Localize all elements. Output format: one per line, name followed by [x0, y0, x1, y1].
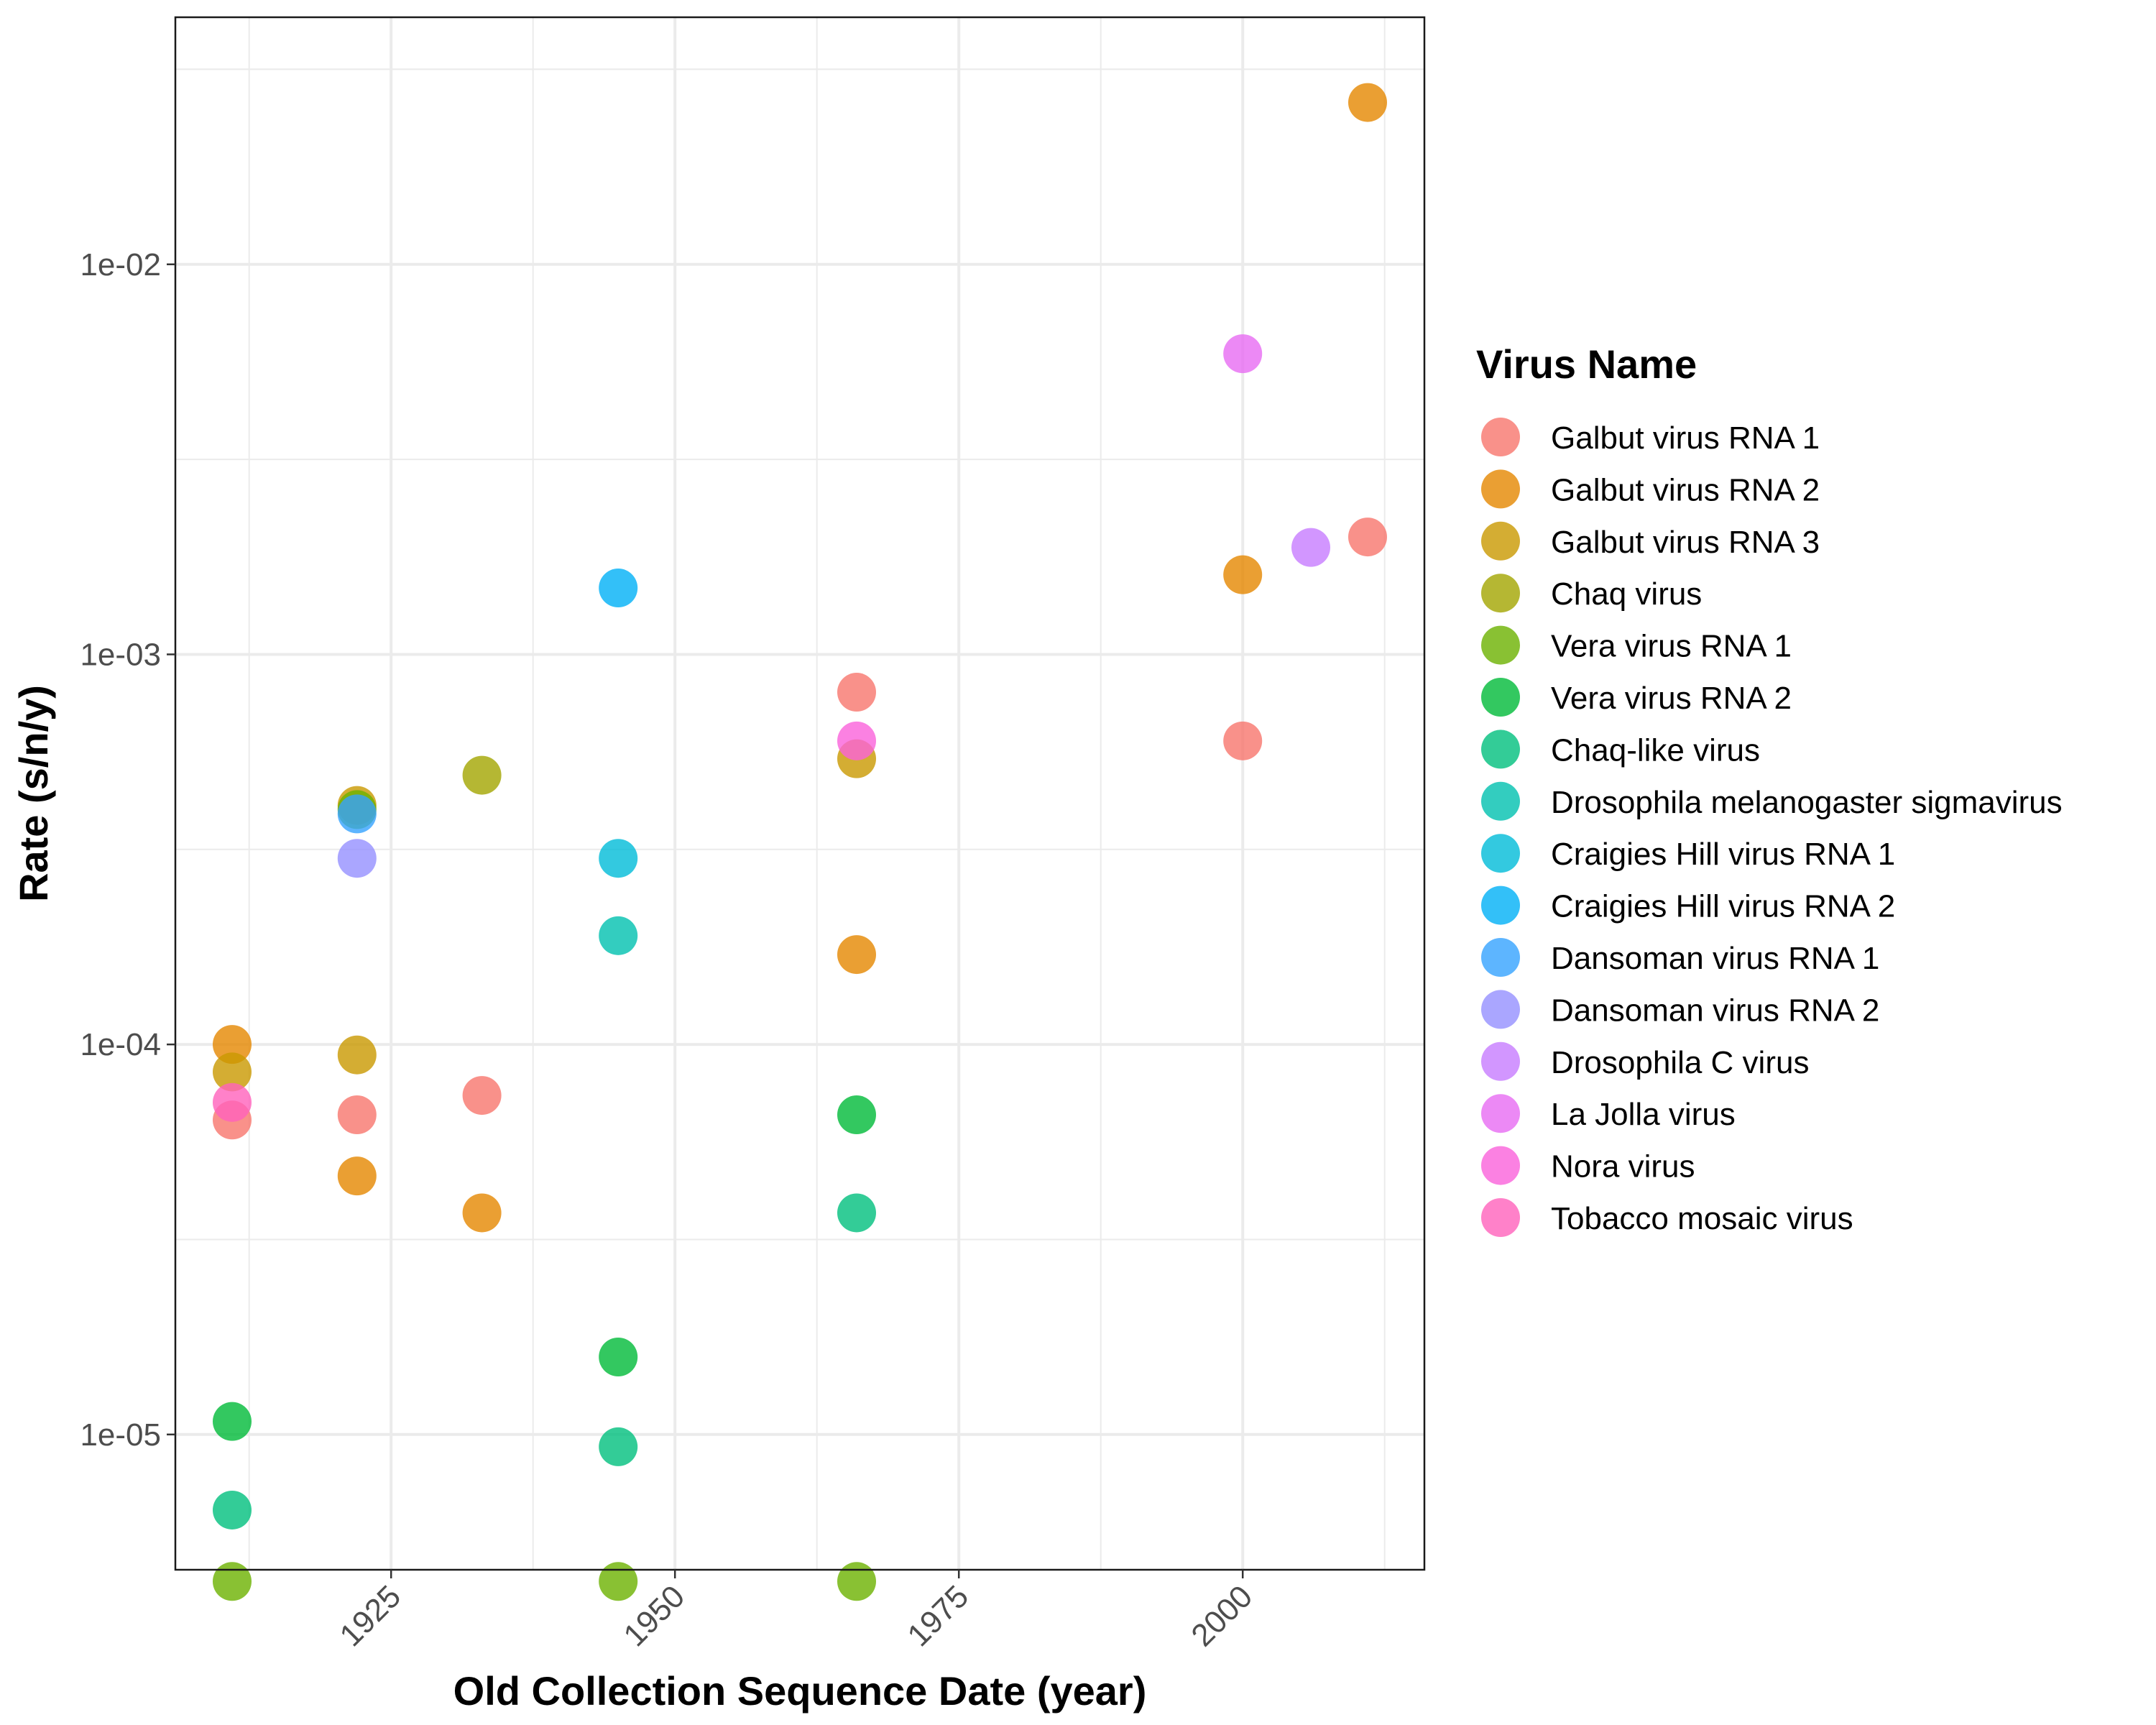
- data-point-galbut-virus-rna-2: [337, 1156, 377, 1196]
- legend-title: Virus Name: [1476, 341, 1697, 387]
- data-point-dansoman-virus-rna-2: [337, 839, 377, 878]
- data-point-vera-virus-rna-2: [599, 1337, 638, 1376]
- legend-label: Tobacco mosaic virus: [1551, 1201, 1853, 1236]
- y-tick-label: 1e-04: [80, 1027, 161, 1062]
- legend-label: Galbut virus RNA 2: [1551, 472, 1820, 507]
- legend-label: Vera virus RNA 1: [1551, 629, 1792, 664]
- data-point-galbut-virus-rna-3: [213, 1052, 252, 1092]
- legend-label: Drosophila melanogaster sigmavirus: [1551, 785, 2063, 820]
- data-point-drosophila-c-virus: [1291, 528, 1330, 567]
- legend-swatch: [1481, 730, 1520, 769]
- legend-swatch: [1481, 781, 1520, 821]
- data-point-galbut-virus-rna-3: [337, 1035, 377, 1075]
- x-axis-title: Old Collection Sequence Date (year): [453, 1668, 1147, 1714]
- legend-swatch: [1481, 1146, 1520, 1185]
- legend-swatch: [1481, 1198, 1520, 1237]
- legend-swatch: [1481, 1094, 1520, 1133]
- legend-label: Nora virus: [1551, 1149, 1695, 1184]
- legend-swatch: [1481, 678, 1520, 717]
- legend-swatch: [1481, 521, 1520, 561]
- legend-label: Galbut virus RNA 1: [1551, 420, 1820, 456]
- legend-label: La Jolla virus: [1551, 1097, 1736, 1132]
- legend-swatch: [1481, 469, 1520, 509]
- data-point-vera-virus-rna-1: [213, 1562, 252, 1601]
- data-point-vera-virus-rna-2: [213, 1402, 252, 1441]
- legend-swatch: [1481, 625, 1520, 665]
- points-layer: [213, 83, 1387, 1601]
- data-point-galbut-virus-rna-2: [1348, 83, 1387, 122]
- data-point-galbut-virus-rna-1: [462, 1076, 502, 1116]
- grid-minor: [175, 17, 1424, 1570]
- y-axis-title: Rate (s/n/y): [11, 685, 56, 902]
- legend-swatch: [1481, 1041, 1520, 1081]
- legend-label: Drosophila C virus: [1551, 1045, 1809, 1080]
- legend-label: Craigies Hill virus RNA 2: [1551, 889, 1895, 924]
- legend-swatch: [1481, 834, 1520, 873]
- data-point-vera-virus-rna-1: [599, 1562, 638, 1601]
- data-point-vera-virus-rna-2: [837, 1095, 876, 1135]
- data-point-tobacco-mosaic-virus: [213, 1082, 252, 1122]
- legend-label: Galbut virus RNA 3: [1551, 525, 1820, 560]
- data-point-la-jolla-virus: [1223, 334, 1263, 374]
- legend-swatch: [1481, 418, 1520, 456]
- data-point-nora-virus: [837, 721, 876, 760]
- legend-label: Dansoman virus RNA 2: [1551, 993, 1879, 1028]
- grid-major: [175, 17, 1424, 1570]
- data-point-galbut-virus-rna-1: [837, 673, 876, 712]
- legend-label: Craigies Hill virus RNA 1: [1551, 837, 1895, 872]
- legend-swatch: [1481, 574, 1520, 613]
- legend-swatch: [1481, 886, 1520, 925]
- data-point-galbut-virus-rna-1: [1223, 721, 1263, 760]
- y-tick-label: 1e-03: [80, 637, 161, 672]
- data-point-chaq-virus: [462, 755, 502, 795]
- legend-label: Dansoman virus RNA 1: [1551, 941, 1879, 976]
- legend-swatch: [1481, 990, 1520, 1029]
- data-point-chaq-like-virus: [837, 1193, 876, 1233]
- data-point-galbut-virus-rna-2: [462, 1193, 502, 1233]
- y-tick-label: 1e-05: [80, 1417, 161, 1453]
- legend-label: Vera virus RNA 2: [1551, 681, 1792, 716]
- data-point-dansoman-virus-rna-1: [337, 794, 377, 834]
- data-point-chaq-like-virus: [599, 1427, 638, 1466]
- data-point-galbut-virus-rna-1: [337, 1095, 377, 1135]
- data-point-galbut-virus-rna-1: [1348, 518, 1387, 557]
- plot-panel-border: [174, 16, 1426, 1571]
- data-point-galbut-virus-rna-2: [1223, 555, 1263, 594]
- legend-label: Chaq-like virus: [1551, 732, 1760, 768]
- y-axis-ticks: 1e-05 1e-04 1e-03 1e-02: [80, 247, 175, 1453]
- data-point-vera-virus-rna-1: [837, 1562, 876, 1601]
- data-point-drosophila-melanogaster-sigmavirus: [599, 916, 638, 955]
- data-point-galbut-virus-rna-2: [213, 1025, 252, 1064]
- data-point-craigies-hill-virus-rna-1: [599, 839, 638, 878]
- data-point-craigies-hill-virus-rna-2: [599, 569, 638, 608]
- data-point-chaq-like-virus: [213, 1490, 252, 1530]
- legend-swatch: [1481, 938, 1520, 977]
- legend-items: Galbut virus RNA 1 Galbut virus RNA 2 Galb…: [1481, 418, 2063, 1237]
- y-tick-label: 1e-02: [80, 247, 161, 282]
- data-point-galbut-virus-rna-2: [837, 935, 876, 975]
- legend-label: Chaq virus: [1551, 576, 1702, 612]
